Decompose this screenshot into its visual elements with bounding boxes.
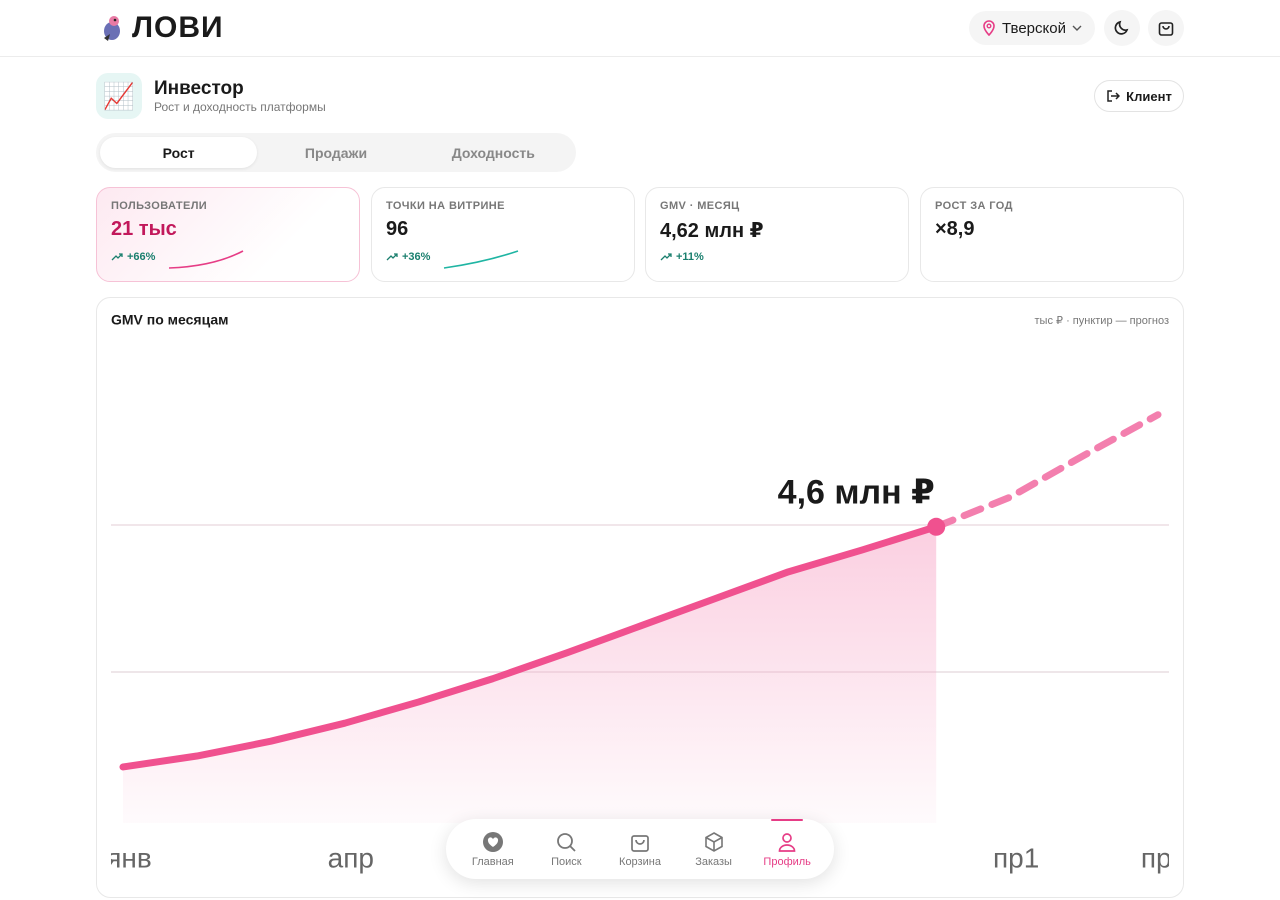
nav-icon xyxy=(704,831,723,852)
nav-icon xyxy=(482,831,503,852)
kpi-value: 4,62 млн ₽ xyxy=(660,220,764,242)
x-tick-label: пр1 xyxy=(993,842,1039,873)
tabs: Рост Продажи Доходность xyxy=(96,133,576,172)
kpi-card: ТОЧКИ НА ВИТРИНЕ 96 +36% xyxy=(371,187,635,282)
plot: янв апр пр1 пр3 xyxy=(106,411,1184,873)
pin-icon xyxy=(983,20,995,36)
kpi-change: +11% xyxy=(660,251,704,263)
nav-label: Заказы xyxy=(695,855,732,868)
trend-icon xyxy=(386,253,398,261)
nav-label: Главная xyxy=(471,855,514,868)
nav-label: Корзина xyxy=(619,855,661,868)
tab[interactable]: Доходность xyxy=(451,144,535,161)
x-tick-label: апр xyxy=(328,842,374,873)
logo-text: ЛОВИ xyxy=(132,11,224,44)
moon-icon xyxy=(1114,20,1129,35)
nav-icon xyxy=(557,832,577,852)
kpi-value: 96 xyxy=(386,218,409,240)
tab[interactable]: Продажи xyxy=(304,144,368,161)
kpi-value: 21 тыс xyxy=(111,218,177,240)
theme-button[interactable] xyxy=(1104,10,1140,46)
client-button[interactable]: Клиент xyxy=(1094,80,1184,112)
point xyxy=(927,517,946,536)
nav-label: Профиль xyxy=(763,855,811,868)
kpi-label: ПОЛЬЗОВАТЕЛИ xyxy=(111,200,208,212)
sparkline xyxy=(443,250,519,269)
kpi-label: ТОЧКИ НА ВИТРИНЕ xyxy=(386,200,505,212)
kpi-card: GMV · МЕСЯЦ 4,62 млн ₽ +11% xyxy=(645,187,909,282)
nav-item[interactable]: Поиск xyxy=(531,831,601,868)
exit-icon xyxy=(1107,90,1121,102)
page-title: Инвестор xyxy=(154,78,244,99)
trend-icon xyxy=(111,253,123,261)
line xyxy=(932,411,1162,531)
kpi-change-text: +66% xyxy=(127,251,156,263)
header-divider xyxy=(0,56,1280,57)
bag-icon xyxy=(1158,22,1174,36)
nav-icon xyxy=(778,832,796,852)
kpi-change: +36% xyxy=(386,251,430,263)
nav-item[interactable]: Заказы xyxy=(679,831,749,868)
chevron xyxy=(1072,25,1082,31)
kpi-value: ×8,9 xyxy=(935,218,975,240)
chart-title: GMV по месяцам xyxy=(111,312,229,328)
chart: GMV по месяцам тыс ₽ · пунктир — прогноз… xyxy=(96,297,1184,898)
location-picker[interactable]: Тверской xyxy=(969,11,1095,45)
logo-icon xyxy=(104,16,120,41)
nav-item[interactable]: Главная xyxy=(458,831,528,868)
bottom-nav: Главная Поиск Корзина Заказы Профиль xyxy=(446,818,834,879)
area xyxy=(123,526,937,823)
page-icon: 📈 xyxy=(96,73,142,119)
kpi-label: РОСТ ЗА ГОД xyxy=(935,200,1013,212)
value-label: 4,6 млн ₽ xyxy=(778,474,935,512)
location-text: Тверской xyxy=(1002,19,1066,37)
chart-subtitle: тыс ₽ · пунктир — прогноз xyxy=(1035,315,1169,327)
kpi-label: GMV · МЕСЯЦ xyxy=(660,200,740,212)
sparkline xyxy=(168,250,244,269)
nav-label: Поиск xyxy=(551,855,582,868)
tab[interactable]: Рост xyxy=(100,137,258,168)
logo[interactable]: ЛОВИ xyxy=(100,11,224,44)
client-button-label: Клиент xyxy=(1126,88,1172,104)
x-tick-label: пр3 xyxy=(1141,842,1184,873)
line xyxy=(119,523,940,771)
page-subtitle: Рост и доходность платформы xyxy=(154,100,326,114)
trend-icon xyxy=(660,253,672,261)
kpi-change: +66% xyxy=(111,251,155,263)
kpi-change-text: +36% xyxy=(402,251,431,263)
nav-item[interactable]: Профиль xyxy=(752,818,822,868)
x-tick-label: янв xyxy=(106,842,152,873)
nav-icon xyxy=(631,834,649,852)
kpi-card: РОСТ ЗА ГОД ×8,9 xyxy=(920,187,1184,282)
nav-item[interactable]: Корзина xyxy=(605,831,675,868)
kpi-change-text: +11% xyxy=(676,251,704,263)
cart-button[interactable] xyxy=(1148,10,1184,46)
kpi-card: ПОЛЬЗОВАТЕЛИ 21 тыс +66% xyxy=(96,187,360,282)
